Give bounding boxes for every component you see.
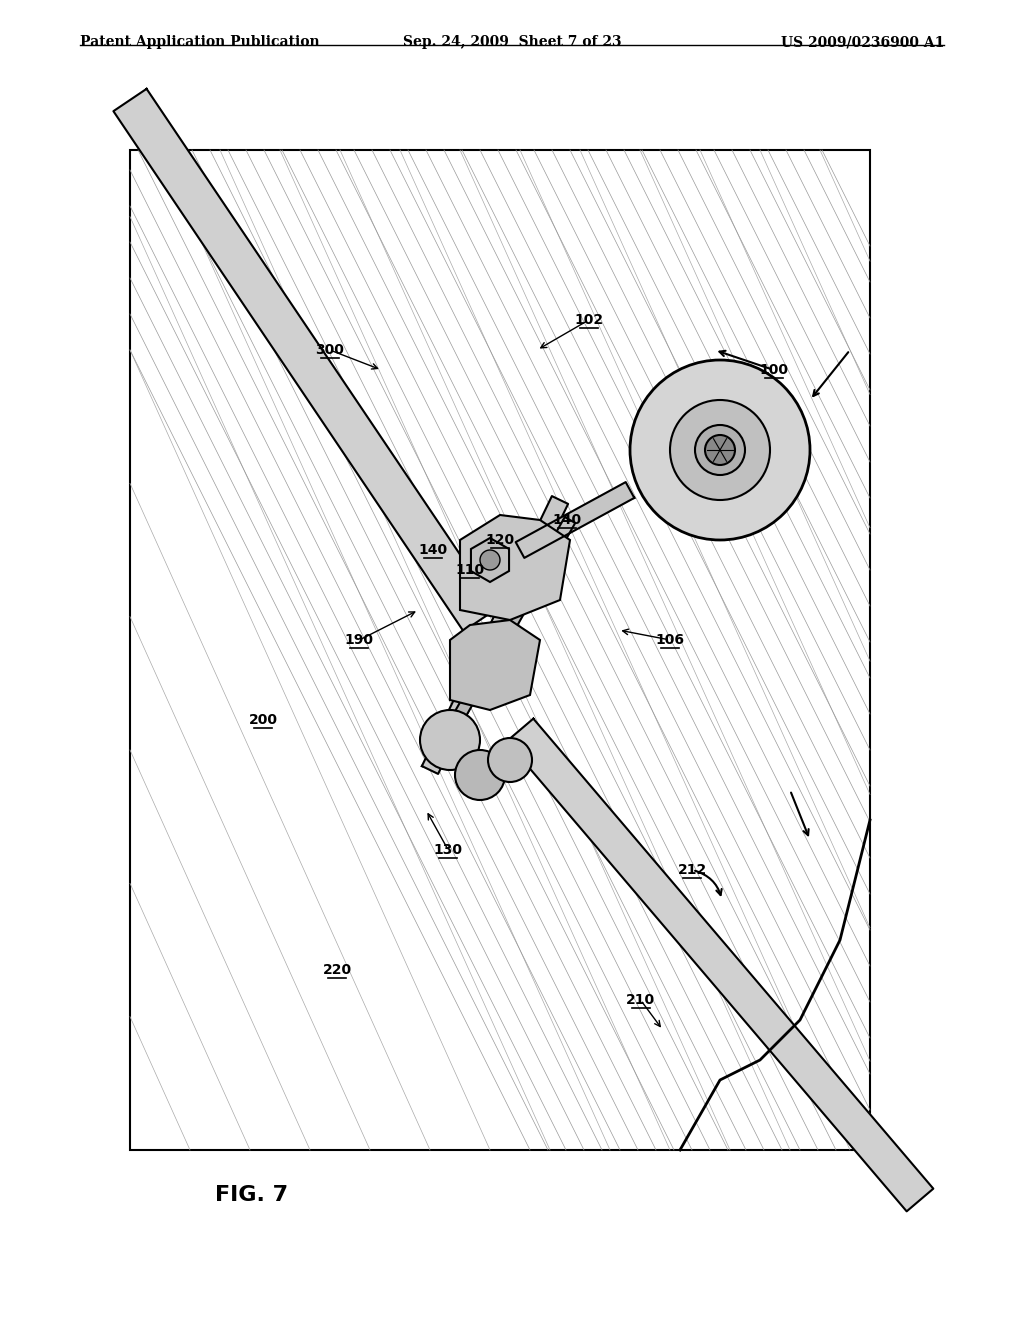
Circle shape: [705, 436, 735, 465]
Text: Patent Application Publication: Patent Application Publication: [80, 36, 319, 49]
Text: 102: 102: [574, 313, 603, 327]
Polygon shape: [516, 482, 634, 558]
Text: 210: 210: [626, 993, 655, 1007]
Text: 100: 100: [760, 363, 788, 378]
Polygon shape: [460, 515, 570, 620]
Bar: [130, 150, 870, 1150]
Circle shape: [695, 425, 745, 475]
Text: US 2009/0236900 A1: US 2009/0236900 A1: [780, 36, 944, 49]
Text: 220: 220: [323, 964, 352, 977]
Circle shape: [420, 710, 480, 770]
Polygon shape: [450, 620, 540, 710]
Text: 200: 200: [249, 713, 278, 727]
Polygon shape: [435, 517, 575, 752]
Text: 120: 120: [485, 533, 515, 546]
Text: 110: 110: [456, 564, 485, 577]
Text: 300: 300: [315, 343, 344, 356]
Text: FIG. 7: FIG. 7: [215, 1185, 288, 1205]
Text: 212: 212: [678, 863, 707, 876]
Text: 190: 190: [345, 634, 374, 647]
Polygon shape: [422, 496, 568, 774]
Polygon shape: [471, 539, 509, 582]
Polygon shape: [114, 88, 497, 631]
Circle shape: [630, 360, 810, 540]
Text: 130: 130: [434, 843, 463, 857]
Circle shape: [455, 750, 505, 800]
Circle shape: [480, 550, 500, 570]
Bar: [130, 150, 870, 1150]
Text: 140: 140: [552, 513, 582, 527]
Text: 140: 140: [419, 543, 447, 557]
Polygon shape: [507, 718, 933, 1212]
Circle shape: [670, 400, 770, 500]
Text: 106: 106: [655, 634, 685, 647]
Circle shape: [488, 738, 532, 781]
Text: Sep. 24, 2009  Sheet 7 of 23: Sep. 24, 2009 Sheet 7 of 23: [402, 36, 622, 49]
